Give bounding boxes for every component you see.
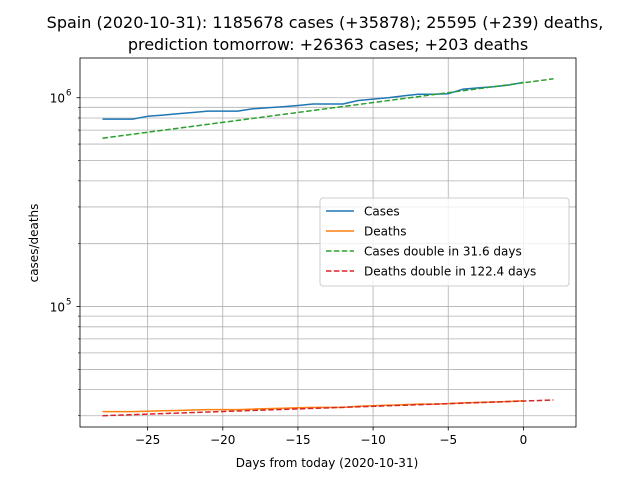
- legend-label: Cases: [364, 205, 400, 219]
- y-tick-label-exponent: 6: [66, 89, 71, 99]
- chart-title-line-2: prediction tomorrow: +26363 cases; +203 …: [128, 35, 528, 54]
- x-tick-label: −5: [439, 433, 457, 447]
- y-tick-label-base: 10: [50, 92, 65, 106]
- x-tick-label: 0: [520, 433, 528, 447]
- x-tick-label: −20: [210, 433, 235, 447]
- y-axis-label: cases/deaths: [27, 204, 41, 283]
- chart-title-line-1: Spain (2020-10-31): 1185678 cases (+3587…: [47, 13, 604, 32]
- legend-label: Cases double in 31.6 days: [364, 245, 522, 259]
- series-line-deaths-doubling-fit: [102, 399, 554, 417]
- y-tick-label-exponent: 5: [66, 298, 71, 308]
- series-line-cases-doubling-fit: [102, 78, 554, 139]
- legend-label: Deaths: [364, 225, 407, 239]
- legend-frame: [319, 197, 570, 287]
- x-axis-label: Days from today (2020-10-31): [236, 456, 419, 470]
- legend: Cases Deaths Cases double in 31.6 days Deat…: [319, 197, 570, 287]
- series-line-cases: [102, 81, 524, 120]
- x-tick-label: −10: [360, 433, 385, 447]
- x-tick-label: −25: [135, 433, 160, 447]
- y-tick-label-base: 10: [50, 301, 65, 315]
- legend-label: Deaths double in 122.4 days: [364, 265, 536, 279]
- plot-area-frame: [79, 57, 577, 428]
- series-layer: [102, 78, 554, 417]
- x-tick-label: −15: [285, 433, 310, 447]
